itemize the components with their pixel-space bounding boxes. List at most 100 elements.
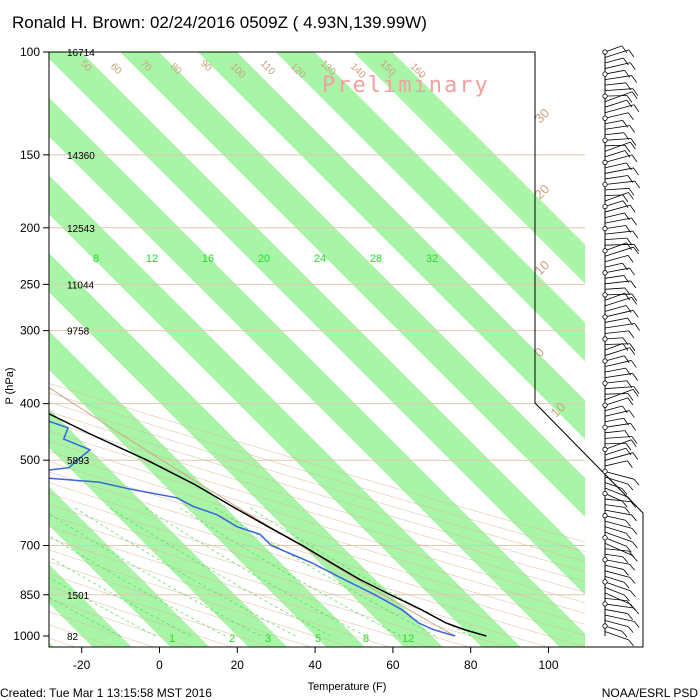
wind-calm-circle [602,358,608,364]
pressure-axis: 100 16714 150 14360 200 12543 250 11044 300 9758 4… [13,45,95,643]
wind-barb [604,343,631,345]
pressure-tick-label: 500 [20,453,40,467]
wind-barb [604,575,625,583]
temperature-band [49,642,54,647]
wind-barb [604,187,629,191]
wind-barb [604,212,625,218]
x-axis-label: Temperature (F) [308,681,387,693]
wind-barb-feather [625,443,632,451]
wind-barb-feather [626,242,632,251]
wind-barb [604,343,623,351]
wind-barb [604,471,635,480]
wind-barb [604,515,626,521]
mixing-ratio-label: 8 [363,633,369,645]
height-label: 16714 [67,48,95,59]
wind-barb [604,509,632,516]
wind-calm-circle [602,535,608,541]
dry-adiabat-line [49,515,470,647]
temperature-tick-label: 80 [464,658,478,672]
wind-barb-feather [622,501,628,508]
wind-barb [604,99,628,108]
mixing-ratio-label: 3 [265,633,271,645]
wind-barb [604,504,625,508]
temperature-tick-label: 20 [231,658,245,672]
wind-barb [604,141,631,152]
wind-barb [604,405,623,412]
wind-barb [604,119,623,125]
wind-barb [604,603,634,609]
dry-adiabat-line [49,461,585,625]
pressure-tick-label: 200 [20,221,40,235]
pressure-tick-label: 700 [20,539,40,553]
wind-barb-feather [628,188,635,196]
wind-barb-feather [621,631,628,638]
temperature-tick-label: 100 [538,658,558,672]
dry-adiabat-line [49,561,312,647]
wind-barb [604,460,628,467]
wind-barb-feather [622,200,629,208]
wind-barb [604,217,632,224]
wind-calm-circle [602,159,608,165]
wind-barb [604,360,632,367]
wind-barb [604,393,629,395]
wind-barb-feather [627,255,634,263]
wind-barb [604,323,635,329]
wind-barb [604,598,627,602]
pressure-tick-label: 300 [20,324,40,338]
dry-adiabat-line [49,585,233,647]
wind-barb-feather [631,91,638,99]
mixing-ratio-line [107,506,331,637]
wind-barb [604,531,633,543]
wind-barb-feather [625,532,632,540]
temperature-bands [49,52,585,647]
wind-barb-feather [622,194,629,203]
wind-barb [604,230,633,235]
wind-barb [604,423,631,428]
wind-barb-feather [626,545,632,553]
wind-calm-circle [602,490,608,497]
wind-barb-feather [631,528,638,535]
wind-calm-circle [602,137,608,143]
temperature-line [49,412,487,637]
wind-barb-feather [626,99,633,108]
wind-barb-feather [625,519,631,527]
height-label: 14360 [67,151,95,162]
wind-barb [604,267,630,274]
wind-calm-circle [602,314,608,320]
mixing-ratio-line [49,556,191,637]
chart-title: Ronald H. Brown: 02/24/2016 0509Z ( 4.93… [12,13,427,32]
wind-calm-circle [602,71,608,77]
temperature-band [353,52,585,284]
wind-calm-circle [602,468,608,475]
wind-barb [604,439,632,450]
wind-barb-feather [628,49,635,58]
dry-adiabat-line [49,383,585,543]
wind-barb-feather [633,244,640,252]
wind-barb-feather [630,590,636,598]
wind-barb [604,275,624,279]
created-timestamp: Created: Tue Mar 1 13:15:58 MST 2016 [0,686,212,700]
wind-barb [604,57,624,64]
wind-barb [604,337,623,340]
wind-barb-feather [627,397,634,406]
wind-barb-feather [632,541,638,549]
wind-barb-feather [623,569,629,576]
wind-calm-circle [602,513,608,519]
wind-calm-circle [602,270,608,276]
wind-barb [604,237,627,241]
dry-adiabat-line [49,492,549,647]
wind-barb [604,280,631,285]
wind-barb-feather [627,613,633,620]
wind-barb-feather [627,626,634,633]
wind-barb [604,125,630,130]
wind-barb-feather [632,452,639,460]
wind-barb-feather [633,478,640,486]
wind-barb [604,570,631,578]
height-label: 11044 [67,280,95,291]
wind-barb [604,386,634,390]
wind-calm-circle [602,248,608,254]
wind-barb-feather [634,180,641,189]
wind-barb [604,95,628,97]
wind-barb [604,296,632,307]
wind-calm-circle [602,203,608,210]
